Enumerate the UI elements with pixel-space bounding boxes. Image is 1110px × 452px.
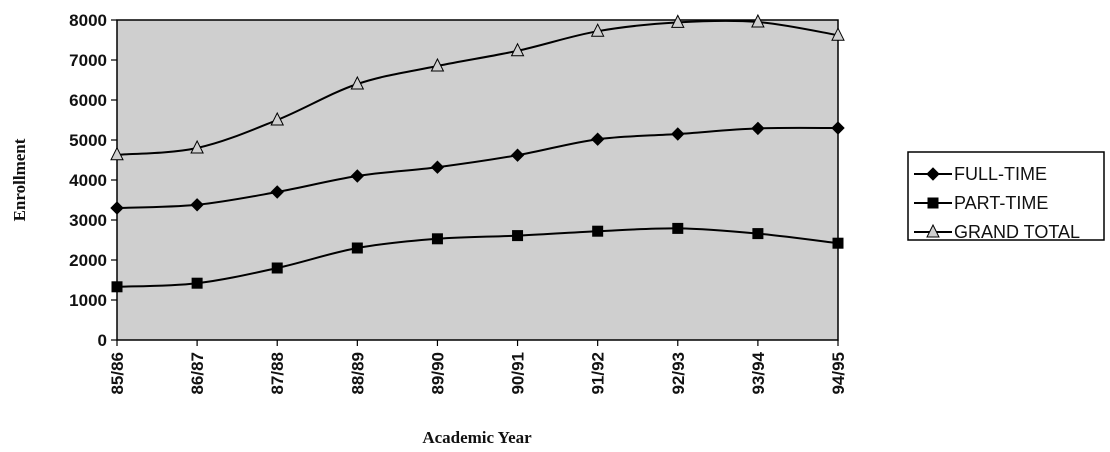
data-point-part-time [672,222,684,234]
data-point-grand-total [751,13,765,28]
x-tick-label: 93/94 [749,351,768,394]
data-point-full-time [751,121,765,136]
x-tick-label: 89/90 [428,352,447,395]
legend-label: FULL-TIME [954,164,1047,184]
x-tick-label: 90/91 [509,352,528,395]
data-point-full-time [831,121,845,135]
x-tick-label: 92/93 [669,352,688,395]
series-line-grand-total [116,19,839,156]
series-full-time [110,121,845,215]
data-point-full-time [590,132,605,146]
data-point-grand-total [110,146,124,161]
data-point-part-time [191,277,203,289]
y-tick-label: 5000 [69,131,107,150]
x-axis-title: Academic Year [422,428,532,447]
x-tick-label: 88/89 [348,352,367,395]
series-line-part-time [116,227,839,288]
series-part-time [111,222,844,293]
data-point-part-time [111,281,123,293]
data-point-part-time [271,262,283,274]
legend-box [907,151,1105,241]
legend-label: PART-TIME [954,193,1048,213]
y-tick-label: 3000 [69,211,107,230]
data-point-full-time [190,198,204,212]
data-point-part-time [351,242,363,254]
legend-marker-part-time [927,197,939,209]
data-point-part-time [512,230,524,242]
data-point-grand-total [670,14,685,28]
y-axis-title: Enrollment [10,138,29,221]
y-tick-label: 6000 [69,91,107,110]
series-grand-total [110,13,845,161]
data-point-grand-total [590,23,605,37]
data-point-part-time [592,225,604,237]
data-point-grand-total [510,42,525,57]
y-tick-label: 1000 [69,291,107,310]
legend-item-grand-total: GRAND TOTAL [914,222,1080,242]
x-tick-label: 86/87 [188,352,207,395]
data-point-grand-total [350,75,365,90]
x-tick-label: 91/92 [589,352,608,395]
y-tick-label: 2000 [69,251,107,270]
data-point-grand-total [270,111,285,126]
data-point-full-time [350,169,365,183]
y-tick-label: 8000 [69,11,107,30]
data-point-grand-total [430,57,445,72]
legend-item-full-time: FULL-TIME [914,164,1047,184]
data-point-full-time [110,201,124,215]
data-point-part-time [752,228,764,240]
legend-label: GRAND TOTAL [954,222,1080,242]
x-tick-label: 85/86 [108,352,127,395]
data-point-full-time [270,185,284,199]
legend-marker-full-time [926,167,940,181]
legend-item-part-time: PART-TIME [914,193,1048,213]
y-axis: 0 1000 2000 3000 4000 5000 6000 7000 8000 [69,11,117,350]
data-point-part-time [832,237,844,249]
legend-marker-grand-total [926,223,940,238]
data-point-grand-total [190,139,204,154]
legend: FULL-TIME PART-TIME GRAND TOTAL [907,151,1105,242]
series-layer [110,13,845,293]
x-tick-label: 94/95 [829,352,848,395]
series-line-full-time [116,126,839,209]
x-axis: 85/86 86/87 87/88 88/89 89/90 90/91 91/92 92/93… [108,340,848,395]
plot-area [116,19,839,341]
data-point-full-time [510,148,525,162]
data-point-grand-total [831,27,845,41]
y-tick-label: 0 [98,331,107,350]
x-tick-label: 87/88 [268,352,287,395]
data-point-part-time [431,233,443,245]
y-tick-label: 4000 [69,171,107,190]
data-point-full-time [430,160,445,174]
y-tick-label: 7000 [69,51,107,70]
data-point-full-time [671,127,685,141]
